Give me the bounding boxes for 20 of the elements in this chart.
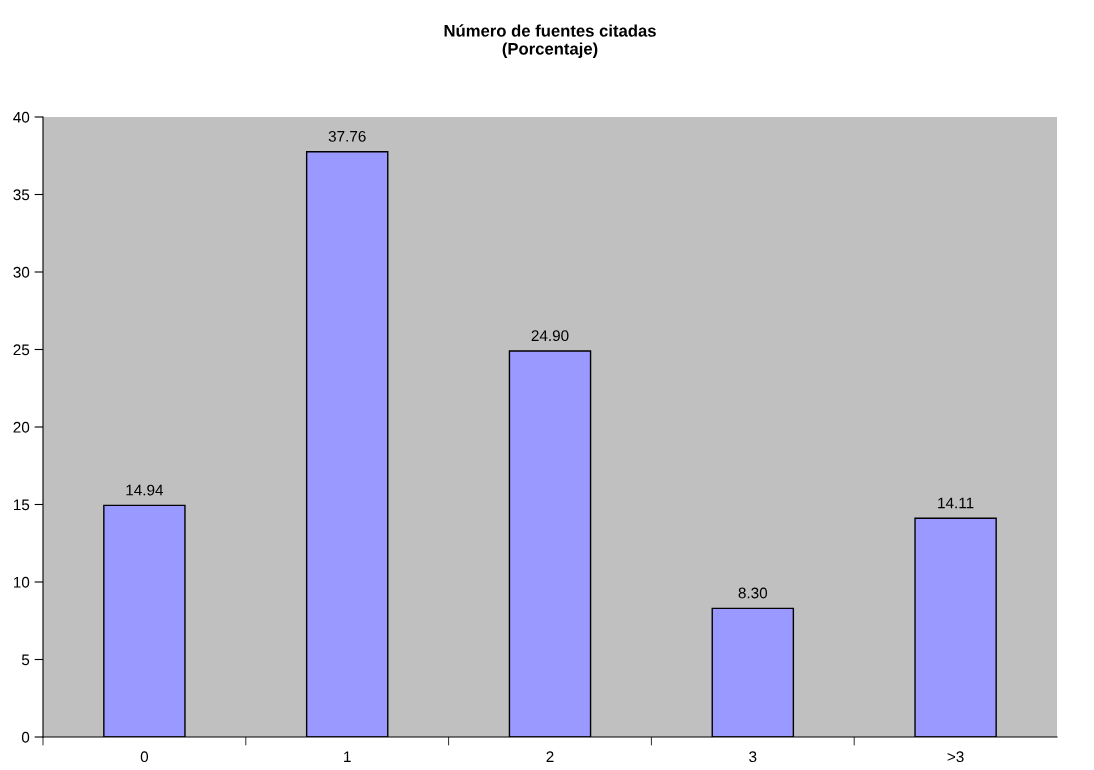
x-tick-label: 3 <box>749 751 757 763</box>
data-label: 37.76 <box>328 130 366 142</box>
chart-title: Número de fuentes citadas (Porcentaje) <box>444 24 656 58</box>
y-tick-label: 30 <box>13 266 30 278</box>
y-tick-label: 20 <box>13 421 30 433</box>
y-tick-label: 0 <box>21 731 30 743</box>
y-tick-label: 5 <box>21 654 30 666</box>
y-tick-label: 10 <box>13 576 30 588</box>
x-tick-label: 2 <box>546 751 554 762</box>
data-label: 14.11 <box>938 497 974 509</box>
x-tick-label: >3 <box>947 751 964 763</box>
data-label: 8.30 <box>738 587 768 599</box>
x-tick-label: 1 <box>344 751 351 762</box>
data-label: 14.94 <box>126 484 164 496</box>
x-tick-label: 0 <box>140 751 149 763</box>
y-tick-label: 40 <box>13 111 30 123</box>
y-tick-label: 25 <box>13 344 30 356</box>
y-tick-label: 35 <box>13 189 30 201</box>
data-label: 24.90 <box>531 330 569 342</box>
y-tick-label: 15 <box>13 499 30 511</box>
